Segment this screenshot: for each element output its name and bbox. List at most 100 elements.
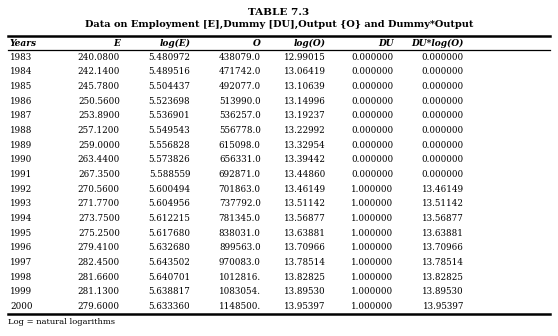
Text: 1.000000: 1.000000 xyxy=(352,214,393,223)
Text: 273.7500: 273.7500 xyxy=(78,214,120,223)
Text: 1992: 1992 xyxy=(10,185,32,194)
Text: log(O): log(O) xyxy=(294,38,326,48)
Text: 0.000000: 0.000000 xyxy=(422,141,464,150)
Text: 1987: 1987 xyxy=(10,112,32,121)
Text: 1148500.: 1148500. xyxy=(219,302,261,311)
Text: 257.1200: 257.1200 xyxy=(78,126,120,135)
Text: 1.000000: 1.000000 xyxy=(352,185,393,194)
Text: 267.3500: 267.3500 xyxy=(78,170,120,179)
Text: 1083054.: 1083054. xyxy=(219,288,261,296)
Text: 1994: 1994 xyxy=(10,214,32,223)
Text: TABLE 7.3: TABLE 7.3 xyxy=(248,8,310,17)
Text: 250.5600: 250.5600 xyxy=(78,97,120,106)
Text: 970083.0: 970083.0 xyxy=(219,258,261,267)
Text: 279.6000: 279.6000 xyxy=(78,302,120,311)
Text: 13.44860: 13.44860 xyxy=(283,170,326,179)
Text: 270.5600: 270.5600 xyxy=(78,185,120,194)
Text: 5.523698: 5.523698 xyxy=(148,97,190,106)
Text: 1996: 1996 xyxy=(10,244,32,252)
Text: DU*log(O): DU*log(O) xyxy=(412,38,464,48)
Text: 5.640701: 5.640701 xyxy=(148,273,190,282)
Text: 513990.0: 513990.0 xyxy=(219,97,261,106)
Text: 13.46149: 13.46149 xyxy=(283,185,326,194)
Text: 259.0000: 259.0000 xyxy=(78,141,120,150)
Text: 13.51142: 13.51142 xyxy=(284,200,326,209)
Text: DU: DU xyxy=(378,39,393,47)
Text: 13.78514: 13.78514 xyxy=(284,258,326,267)
Text: 0.000000: 0.000000 xyxy=(352,112,393,121)
Text: 13.39442: 13.39442 xyxy=(284,156,326,165)
Text: 13.78514: 13.78514 xyxy=(422,258,464,267)
Text: 5.588559: 5.588559 xyxy=(149,170,190,179)
Text: 1012816.: 1012816. xyxy=(219,273,261,282)
Text: 1.000000: 1.000000 xyxy=(352,200,393,209)
Text: 0.000000: 0.000000 xyxy=(422,53,464,62)
Text: 0.000000: 0.000000 xyxy=(422,112,464,121)
Text: Log = natural logarithms: Log = natural logarithms xyxy=(8,318,115,326)
Text: 5.480972: 5.480972 xyxy=(148,53,190,62)
Text: 13.70966: 13.70966 xyxy=(284,244,326,252)
Text: 5.617680: 5.617680 xyxy=(148,229,190,238)
Text: 0.000000: 0.000000 xyxy=(422,97,464,106)
Text: 1.000000: 1.000000 xyxy=(352,273,393,282)
Text: 0.000000: 0.000000 xyxy=(352,156,393,165)
Text: 275.2500: 275.2500 xyxy=(78,229,120,238)
Text: 281.6600: 281.6600 xyxy=(78,273,120,282)
Text: 13.89530: 13.89530 xyxy=(284,288,326,296)
Text: 0.000000: 0.000000 xyxy=(422,126,464,135)
Text: O: O xyxy=(253,39,261,47)
Text: 1.000000: 1.000000 xyxy=(352,302,393,311)
Text: 13.82825: 13.82825 xyxy=(284,273,326,282)
Text: 0.000000: 0.000000 xyxy=(352,53,393,62)
Text: 5.536901: 5.536901 xyxy=(148,112,190,121)
Text: 271.7700: 271.7700 xyxy=(78,200,120,209)
Text: 0.000000: 0.000000 xyxy=(352,126,393,135)
Text: 1997: 1997 xyxy=(10,258,32,267)
Text: 13.32954: 13.32954 xyxy=(284,141,326,150)
Text: 0.000000: 0.000000 xyxy=(422,82,464,91)
Text: 1988: 1988 xyxy=(10,126,32,135)
Text: 701863.0: 701863.0 xyxy=(219,185,261,194)
Text: 13.70966: 13.70966 xyxy=(422,244,464,252)
Text: 1995: 1995 xyxy=(10,229,32,238)
Text: 0.000000: 0.000000 xyxy=(352,141,393,150)
Text: 1983: 1983 xyxy=(10,53,32,62)
Text: 12.99015: 12.99015 xyxy=(284,53,326,62)
Text: 5.600494: 5.600494 xyxy=(148,185,190,194)
Text: 0.000000: 0.000000 xyxy=(422,68,464,77)
Text: 240.0800: 240.0800 xyxy=(78,53,120,62)
Text: 5.556828: 5.556828 xyxy=(148,141,190,150)
Text: 13.63881: 13.63881 xyxy=(422,229,464,238)
Text: 0.000000: 0.000000 xyxy=(352,170,393,179)
Text: 781345.0: 781345.0 xyxy=(219,214,261,223)
Text: 438079.0: 438079.0 xyxy=(219,53,261,62)
Text: 13.95397: 13.95397 xyxy=(422,302,464,311)
Text: 1990: 1990 xyxy=(10,156,32,165)
Text: 281.1300: 281.1300 xyxy=(78,288,120,296)
Text: 1.000000: 1.000000 xyxy=(352,244,393,252)
Text: 1989: 1989 xyxy=(10,141,32,150)
Text: 5.549543: 5.549543 xyxy=(148,126,190,135)
Text: log(E): log(E) xyxy=(159,38,190,48)
Text: 0.000000: 0.000000 xyxy=(422,156,464,165)
Text: 615098.0: 615098.0 xyxy=(219,141,261,150)
Text: 1.000000: 1.000000 xyxy=(352,288,393,296)
Text: 0.000000: 0.000000 xyxy=(352,97,393,106)
Text: 13.14996: 13.14996 xyxy=(284,97,326,106)
Text: 471742.0: 471742.0 xyxy=(218,68,261,77)
Text: 5.604956: 5.604956 xyxy=(148,200,190,209)
Text: 1985: 1985 xyxy=(10,82,32,91)
Text: 1993: 1993 xyxy=(10,200,32,209)
Text: 838031.0: 838031.0 xyxy=(219,229,261,238)
Text: 13.46149: 13.46149 xyxy=(422,185,464,194)
Text: 13.95397: 13.95397 xyxy=(284,302,326,311)
Text: 5.573826: 5.573826 xyxy=(148,156,190,165)
Text: 5.632680: 5.632680 xyxy=(148,244,190,252)
Text: 5.612215: 5.612215 xyxy=(148,214,190,223)
Text: 0.000000: 0.000000 xyxy=(352,68,393,77)
Text: 1.000000: 1.000000 xyxy=(352,258,393,267)
Text: 13.82825: 13.82825 xyxy=(422,273,464,282)
Text: 2000: 2000 xyxy=(10,302,32,311)
Text: 245.7800: 245.7800 xyxy=(78,82,120,91)
Text: 5.504437: 5.504437 xyxy=(148,82,190,91)
